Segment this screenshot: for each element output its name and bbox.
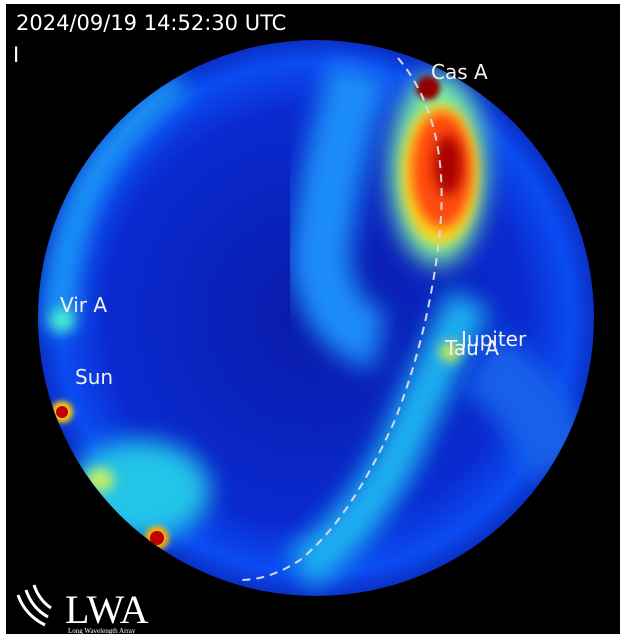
source-label: Sun bbox=[75, 365, 113, 389]
cas-core bbox=[434, 135, 462, 195]
timestamp: 2024/09/19 14:52:30 UTC bbox=[16, 11, 286, 35]
source-label: Cas A bbox=[431, 60, 488, 84]
sun-spot bbox=[56, 406, 68, 418]
sky-image: 2024/09/19 14:52:30 UTC I Cas A Vir A Su… bbox=[0, 0, 626, 637]
logo-subtitle: Long Wavelength Array bbox=[68, 627, 136, 635]
page: {"header": {"timestamp": "2024/09/19 14:… bbox=[0, 0, 626, 637]
source-label: Vir A bbox=[60, 293, 107, 317]
source-label: Tau A bbox=[444, 336, 499, 360]
stokes-label: I bbox=[13, 43, 19, 67]
logo-text: LWA bbox=[65, 587, 149, 632]
